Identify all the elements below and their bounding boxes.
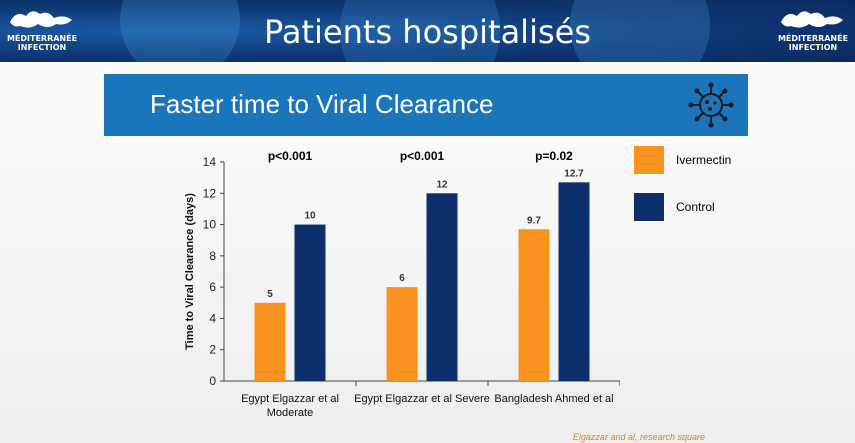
- logo-left-line1: MÉDITERRANÉE: [6, 34, 78, 43]
- bar-control-1: [426, 193, 458, 381]
- bar-chart: 0 2 4 6 8 10 12 14 Time to Viral Clearance (days…: [184, 149, 620, 419]
- legend-swatch-control: [634, 193, 664, 221]
- p-value-label: p<0.001: [268, 149, 313, 163]
- x-category-label: Moderate: [267, 407, 313, 419]
- slide-title: Faster time to Viral Clearance: [150, 89, 494, 119]
- y-tick-label: 8: [209, 249, 216, 263]
- citation: Elgazzar and al, research square: [572, 432, 705, 442]
- y-tick-label: 6: [209, 280, 216, 294]
- x-category-label: Egypt Elgazzar et al Severe: [354, 393, 490, 405]
- banner-texture: [120, 0, 710, 62]
- legend-swatch-ivermectin: [634, 146, 664, 174]
- data-label: 12.7: [564, 168, 584, 179]
- legend-label-ivermectin: Ivermectin: [676, 153, 732, 167]
- map-logo-icon: [10, 11, 72, 28]
- y-tick-label: 14: [203, 155, 217, 169]
- y-tick-label: 4: [209, 311, 216, 325]
- bar-control-2: [558, 182, 590, 381]
- slide-header: Faster time to Viral Clearance: [104, 74, 748, 136]
- y-tick-label: 10: [203, 218, 217, 232]
- y-axis-label: Time to Viral Clearance (days): [184, 193, 196, 350]
- bar-control-0: [294, 224, 326, 381]
- logo-left: MÉDITERRANÉE INFECTION: [2, 4, 82, 58]
- legend-label-control: Control: [676, 200, 715, 214]
- x-category-label: Egypt Elgazzar et al: [241, 393, 339, 405]
- p-value-label: p<0.001: [400, 149, 445, 163]
- data-label: 6: [399, 273, 405, 284]
- map-logo-icon: [781, 11, 843, 28]
- logo-right: MÉDITERRANÉE INFECTION: [773, 4, 853, 58]
- virus-icon: [688, 82, 734, 128]
- bar-ivermectin-2: [518, 229, 550, 381]
- banner-title: Patients hospitalisés: [264, 13, 591, 51]
- logo-right-line2: INFECTION: [788, 43, 838, 52]
- y-tick-label: 2: [209, 343, 216, 357]
- y-tick-label: 0: [209, 374, 216, 388]
- bar-ivermectin-1: [386, 287, 418, 381]
- logo-left-line2: INFECTION: [17, 43, 67, 52]
- y-tick-label: 12: [203, 186, 217, 200]
- bar-ivermectin-0: [254, 302, 286, 381]
- data-label: 9.7: [527, 215, 541, 226]
- p-value-label: p=0.02: [535, 149, 573, 163]
- data-label: 10: [304, 211, 316, 222]
- data-label: 5: [267, 289, 273, 300]
- logo-right-line1: MÉDITERRANÉE: [777, 34, 849, 43]
- data-label: 12: [436, 179, 448, 190]
- x-category-label: Bangladesh Ahmed et al: [494, 393, 613, 405]
- top-banner: MÉDITERRANÉE INFECTION Patients hospital…: [0, 0, 855, 62]
